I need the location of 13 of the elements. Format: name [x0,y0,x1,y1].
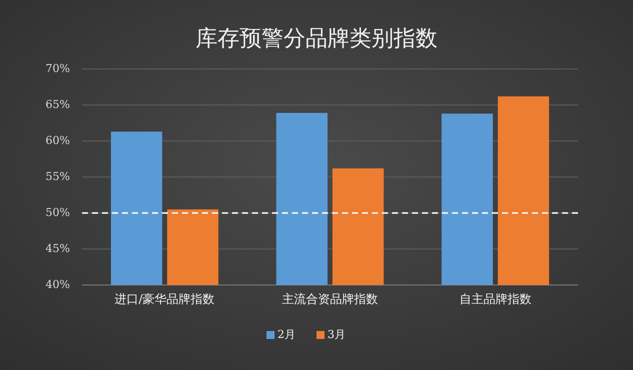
ytick: 40% [46,278,70,291]
ytick: 60% [46,134,70,147]
legend: 2月 [278,328,296,341]
title: 库存预警分品牌类别指数 [196,26,438,52]
ytick: 70% [46,62,70,75]
ytick: 50% [46,206,70,219]
xtick: 自主品牌指数 [459,292,532,306]
ytick: 45% [46,242,70,255]
legend: 3月 [328,328,346,341]
ytick: 65% [46,98,70,111]
ytick: 55% [46,170,70,183]
xtick: 主流合资品牌指数 [282,292,378,306]
xtick: 进口/豪华品牌指数 [114,292,215,306]
